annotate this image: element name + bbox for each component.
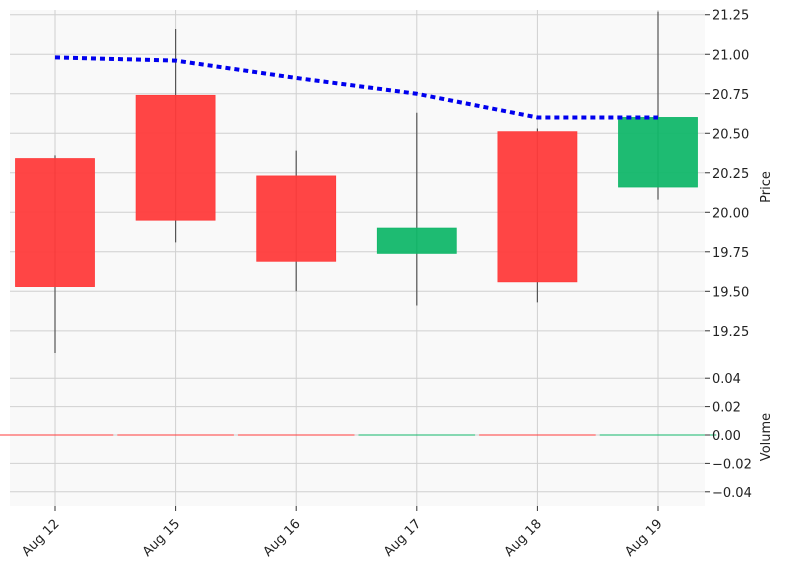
price-tick-label: 19.50	[712, 285, 749, 300]
price-tick-label: 21.25	[712, 9, 749, 24]
price-tick-label: 19.75	[712, 246, 749, 261]
candle-body	[376, 227, 457, 254]
volume-tick-label: 0.04	[712, 372, 741, 387]
x-tick-label: Aug 19	[622, 517, 665, 560]
candle-body	[15, 158, 95, 287]
volume-bar	[0, 434, 114, 436]
candle-body	[256, 175, 337, 262]
x-tick-label: Aug 17	[381, 517, 424, 560]
candle-body	[135, 94, 216, 221]
volume-axis-label: Volume	[759, 413, 774, 461]
x-tick-label: Aug 15	[140, 517, 183, 560]
price-tick-label: 20.50	[712, 127, 749, 142]
x-tick-label: Aug 12	[19, 517, 62, 560]
volume-bar	[117, 434, 234, 436]
volume-tick-label: −0.04	[712, 486, 752, 501]
moving-average-series	[54, 55, 658, 120]
price-tick-label: 20.25	[712, 167, 749, 182]
price-panel-background	[10, 10, 705, 364]
moving-average-line	[54, 55, 658, 120]
candles	[15, 11, 698, 353]
volume-tick-label: 0.00	[712, 429, 741, 444]
volume-bar	[599, 434, 717, 436]
x-tick-label: Aug 18	[502, 517, 545, 560]
volume-bar	[479, 434, 596, 436]
volume-tick-label: −0.02	[712, 457, 752, 472]
volume-bar	[358, 434, 476, 436]
volume-bar	[237, 434, 355, 436]
price-tick-label: 20.75	[712, 88, 749, 103]
price-tick-label: 20.00	[712, 206, 749, 221]
price-axis-label: Price	[759, 171, 774, 203]
candle-body	[618, 117, 698, 188]
volume-bars	[0, 434, 717, 436]
volume-tick-label: 0.02	[712, 401, 741, 416]
price-tick-label: 19.25	[712, 325, 749, 340]
price-tick-label: 21.00	[712, 48, 749, 63]
candle-body	[497, 131, 578, 283]
x-tick-label: Aug 16	[261, 517, 304, 560]
